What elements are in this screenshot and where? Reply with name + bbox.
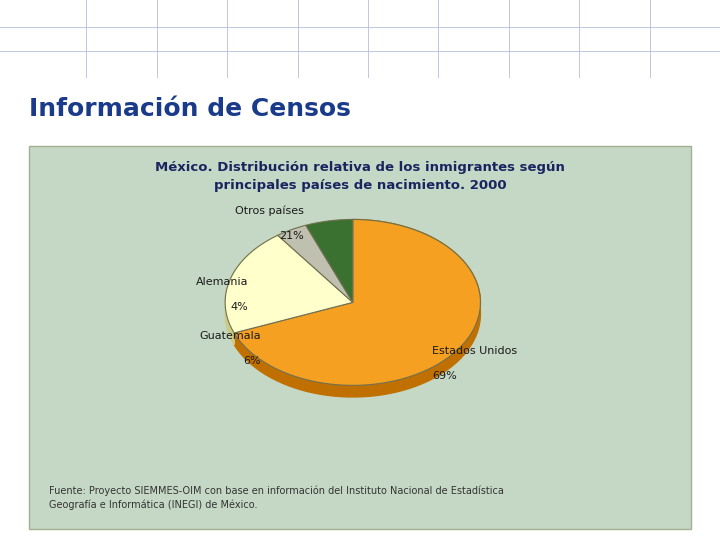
Polygon shape: [278, 225, 353, 302]
Polygon shape: [234, 219, 480, 386]
Text: Guatemala: Guatemala: [199, 330, 261, 341]
Polygon shape: [225, 235, 353, 333]
Text: Alemania: Alemania: [196, 277, 248, 287]
Text: 69%: 69%: [432, 372, 456, 381]
Text: Otros países: Otros países: [235, 205, 305, 215]
Text: 21%: 21%: [279, 231, 305, 241]
Text: Estados Unidos: Estados Unidos: [432, 346, 517, 356]
Text: México. Distribución relativa de los inmigrantes según
principales países de nac: México. Distribución relativa de los inm…: [155, 161, 565, 192]
Text: Fuente: Proyecto SIEMMES-OIM con base en información del Instituto Nacional de E: Fuente: Proyecto SIEMMES-OIM con base en…: [49, 485, 503, 510]
Text: Información de Censos: Información de Censos: [29, 97, 351, 120]
Text: 6%: 6%: [243, 356, 261, 366]
FancyBboxPatch shape: [29, 146, 691, 529]
Text: 4%: 4%: [230, 302, 248, 313]
Polygon shape: [225, 235, 278, 345]
Polygon shape: [306, 219, 353, 302]
Polygon shape: [234, 219, 480, 397]
